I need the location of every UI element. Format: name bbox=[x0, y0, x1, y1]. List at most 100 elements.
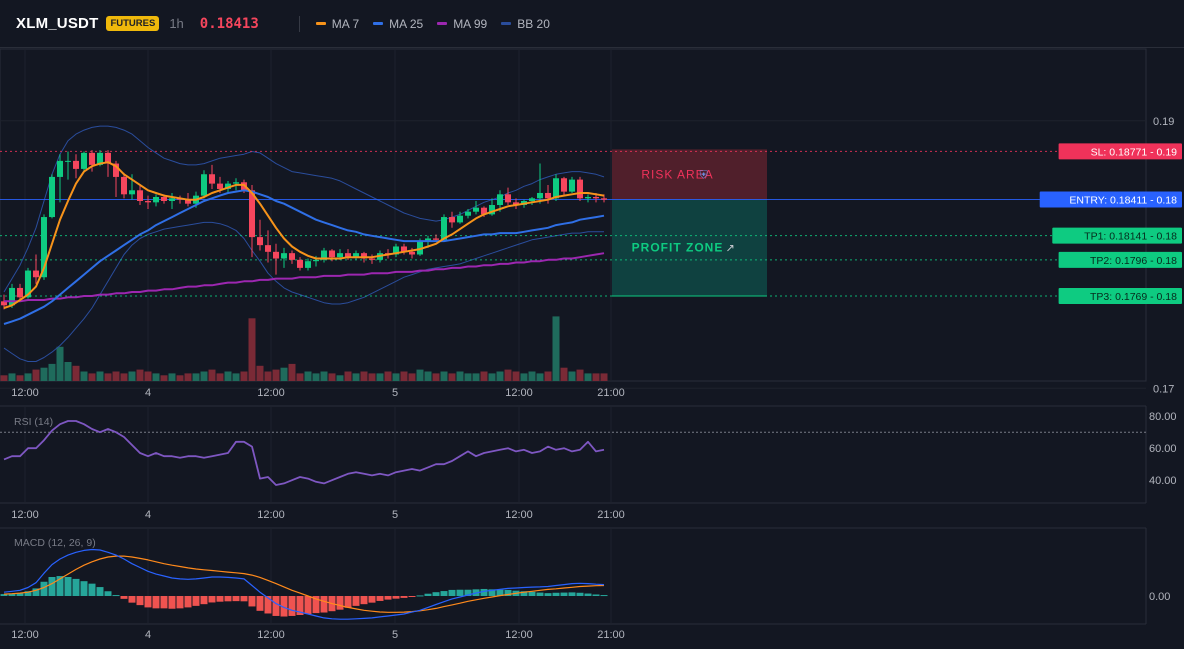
candle-body[interactable] bbox=[265, 245, 271, 252]
volume-bar bbox=[480, 371, 488, 381]
timeframe-label[interactable]: 1h bbox=[169, 16, 184, 31]
volume-bar bbox=[472, 373, 480, 381]
macd-histogram-bar bbox=[432, 592, 440, 596]
candle-body[interactable] bbox=[393, 246, 399, 255]
candle-body[interactable] bbox=[321, 250, 327, 260]
macd-axis-tick: 0.00 bbox=[1149, 591, 1170, 603]
macd-histogram-bar bbox=[568, 592, 576, 596]
candle-body[interactable] bbox=[89, 152, 95, 165]
candle-body[interactable] bbox=[473, 207, 479, 212]
candle-body[interactable] bbox=[337, 253, 343, 258]
candle-body[interactable] bbox=[41, 217, 47, 278]
candle-body[interactable] bbox=[33, 270, 39, 278]
level-tag-tp2[interactable] bbox=[1058, 251, 1182, 268]
macd-histogram-bar bbox=[528, 591, 536, 596]
candle-body[interactable] bbox=[601, 198, 607, 200]
candle-body[interactable] bbox=[465, 211, 471, 216]
candle-body[interactable] bbox=[361, 253, 367, 259]
candle-body[interactable] bbox=[113, 163, 119, 177]
candle-body[interactable] bbox=[105, 152, 111, 164]
risk-area-zone[interactable] bbox=[612, 149, 767, 200]
candle-body[interactable] bbox=[145, 201, 151, 203]
candle-body[interactable] bbox=[297, 259, 303, 268]
candle-body[interactable] bbox=[441, 217, 447, 240]
candle-body[interactable] bbox=[161, 196, 167, 201]
ma7-line bbox=[3, 161, 605, 309]
candle-body[interactable] bbox=[529, 198, 535, 201]
candle-body[interactable] bbox=[273, 251, 279, 259]
symbol-title[interactable]: XLM_USDT bbox=[16, 15, 99, 32]
candle-body[interactable] bbox=[345, 253, 351, 258]
candle-body[interactable] bbox=[257, 237, 263, 246]
level-tag-sl[interactable] bbox=[1058, 143, 1182, 160]
candle-body[interactable] bbox=[537, 192, 543, 199]
candle-body[interactable] bbox=[17, 287, 23, 298]
candle-body[interactable] bbox=[249, 190, 255, 238]
candle-body[interactable] bbox=[137, 190, 143, 201]
volume-bar bbox=[488, 373, 496, 381]
profit-zone-area[interactable] bbox=[612, 199, 767, 296]
candle-body[interactable] bbox=[329, 250, 335, 258]
legend-ma99[interactable]: MA 99 bbox=[437, 17, 487, 31]
candle-body[interactable] bbox=[65, 160, 71, 162]
candle-body[interactable] bbox=[233, 182, 239, 184]
chart-header: XLM_USDT FUTURES 1h 0.18413 MA 7 MA 25 M… bbox=[0, 0, 1184, 48]
candle-body[interactable] bbox=[401, 246, 407, 252]
level-tag-tp3[interactable] bbox=[1058, 287, 1182, 304]
candle-body[interactable] bbox=[593, 196, 599, 199]
candle-body[interactable] bbox=[281, 253, 287, 259]
candle-body[interactable] bbox=[369, 258, 375, 260]
candle-body[interactable] bbox=[545, 192, 551, 199]
level-tag-entry[interactable] bbox=[1039, 191, 1182, 208]
candle-body[interactable] bbox=[569, 179, 575, 192]
candle-body[interactable] bbox=[425, 238, 431, 242]
candle-body[interactable] bbox=[49, 176, 55, 218]
candle-body[interactable] bbox=[73, 160, 79, 169]
candle-body[interactable] bbox=[201, 174, 207, 196]
candle-body[interactable] bbox=[289, 253, 295, 260]
candle-body[interactable] bbox=[409, 251, 415, 255]
macd-histogram-bar bbox=[160, 596, 168, 609]
candle-body[interactable] bbox=[225, 183, 231, 189]
candle-body[interactable] bbox=[577, 179, 583, 199]
candle-body[interactable] bbox=[81, 152, 87, 169]
legend-ma7[interactable]: MA 7 bbox=[315, 17, 359, 31]
macd-histogram-bar bbox=[440, 591, 448, 596]
candle-body[interactable] bbox=[209, 174, 215, 184]
candle-body[interactable] bbox=[129, 190, 135, 195]
legend-bb20[interactable]: BB 20 bbox=[501, 17, 550, 31]
rsi-label: RSI (14) bbox=[14, 416, 53, 428]
candle-body[interactable] bbox=[417, 241, 423, 255]
macd-histogram-bar bbox=[320, 596, 328, 613]
candle-body[interactable] bbox=[457, 215, 463, 223]
candle-body[interactable] bbox=[433, 238, 439, 240]
candle-body[interactable] bbox=[121, 176, 127, 195]
time-axis-tick: 12:00 bbox=[505, 509, 533, 521]
candle-body[interactable] bbox=[489, 205, 495, 215]
volume-bar bbox=[272, 369, 280, 381]
candle-body[interactable] bbox=[185, 199, 191, 204]
candle-body[interactable] bbox=[217, 183, 223, 189]
candle-body[interactable] bbox=[9, 287, 15, 306]
candle-body[interactable] bbox=[481, 207, 487, 215]
candle-body[interactable] bbox=[169, 198, 175, 201]
candle-body[interactable] bbox=[585, 196, 591, 199]
candle-body[interactable] bbox=[561, 178, 567, 192]
candle-body[interactable] bbox=[449, 217, 455, 223]
candle-body[interactable] bbox=[57, 160, 63, 177]
candle-body[interactable] bbox=[553, 178, 559, 199]
candle-body[interactable] bbox=[1, 301, 7, 306]
legend-ma25[interactable]: MA 25 bbox=[373, 17, 423, 31]
candle-body[interactable] bbox=[497, 194, 503, 206]
candle-body[interactable] bbox=[97, 152, 103, 165]
candle-body[interactable] bbox=[513, 202, 519, 206]
candle-body[interactable] bbox=[505, 194, 511, 203]
candle-body[interactable] bbox=[313, 259, 319, 262]
candle-body[interactable] bbox=[153, 196, 159, 203]
candle-body[interactable] bbox=[353, 253, 359, 258]
volume-bar bbox=[424, 371, 432, 381]
level-tag-tp1[interactable] bbox=[1052, 227, 1182, 244]
candle-body[interactable] bbox=[305, 261, 311, 268]
candle-body[interactable] bbox=[25, 270, 31, 298]
